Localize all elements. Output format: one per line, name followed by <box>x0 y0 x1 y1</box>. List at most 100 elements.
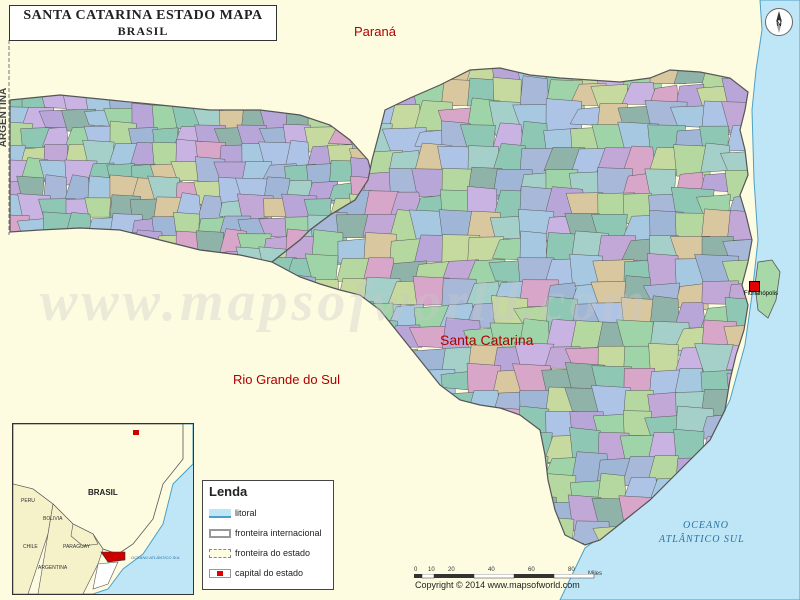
municipality-region <box>84 236 116 254</box>
municipality-region <box>360 479 402 504</box>
legend-label-state-border: fronteira do estado <box>235 548 311 558</box>
municipality-region <box>518 523 559 545</box>
label-ocean-line2: ATLÂNTICO SUL <box>659 534 745 545</box>
municipality-region <box>330 68 369 90</box>
inset-label-paraguay: PARAGUAY <box>63 544 91 550</box>
map-subtitle: BRASIL <box>117 24 169 38</box>
municipality-region <box>218 95 246 111</box>
label-ocean-line1: OCEANO <box>683 520 729 531</box>
municipality-region <box>310 68 342 91</box>
municipality-region <box>387 517 423 545</box>
municipality-region <box>334 473 371 506</box>
municipality-region <box>284 95 315 111</box>
watermark: www.mapsofworld.com <box>40 271 650 333</box>
municipality-region <box>440 436 474 457</box>
inset-label-bolivia: BOLIVIA <box>43 516 63 522</box>
label-parana: Paraná <box>354 24 396 39</box>
municipality-region <box>517 544 547 545</box>
municipality-region <box>726 210 752 241</box>
municipality-region <box>279 434 314 459</box>
municipality-region <box>409 452 452 485</box>
municipality-region <box>492 434 526 460</box>
municipality-region <box>362 413 394 444</box>
municipality-region <box>62 234 90 253</box>
municipality-region <box>330 77 372 108</box>
capital-swatch <box>209 568 231 578</box>
municipality-region <box>465 480 498 507</box>
municipality-region <box>359 455 392 489</box>
municipality-region <box>467 450 502 488</box>
municipality-region <box>387 413 426 436</box>
municipality-region <box>514 455 549 488</box>
municipality-region <box>461 518 506 545</box>
municipality-region <box>306 95 335 117</box>
municipality-region <box>363 497 394 526</box>
municipality-region <box>327 95 365 115</box>
municipality-region <box>384 348 418 378</box>
municipality-region <box>357 68 392 90</box>
municipality-region <box>283 345 316 370</box>
municipality-region <box>331 519 373 545</box>
municipality-region <box>439 413 479 436</box>
municipality-region <box>175 230 200 262</box>
municipality-region <box>310 84 350 108</box>
municipality-region <box>493 455 524 484</box>
municipality-region <box>487 480 522 503</box>
inset-label-chile: CHILE <box>23 544 38 550</box>
inset-label-peru: PERU <box>21 498 35 504</box>
municipality-region <box>383 68 428 87</box>
inset-label-brasil: BRASIL <box>88 488 118 497</box>
scale-tick-label: 60 <box>528 567 535 573</box>
municipality-region <box>383 370 426 396</box>
municipality-region <box>108 231 145 258</box>
municipality-region <box>358 347 394 379</box>
municipality-region <box>310 432 351 464</box>
inset-label-argentina: ARGENTINA <box>38 565 68 571</box>
label-rio-grande-do-sul: Rio Grande do Sul <box>233 372 340 387</box>
municipality-region <box>329 109 360 131</box>
municipality-region <box>330 435 372 460</box>
municipality-region <box>388 434 425 465</box>
municipality-region <box>434 457 482 490</box>
map-title-box: SANTA CATARINA ESTADO MAPA BRASIL <box>9 5 277 41</box>
scale-tick-label: 40 <box>488 567 495 573</box>
svg-text:N: N <box>776 21 781 28</box>
municipality-region <box>336 369 368 398</box>
municipality-region <box>337 411 368 444</box>
inset-map: BRASIL PERU BOLIVIA CHILE PARAGUAY ARGEN… <box>12 423 194 595</box>
municipality-region <box>436 473 474 505</box>
municipality-region <box>466 414 509 440</box>
municipality-region <box>285 455 318 483</box>
municipality-region <box>488 498 532 534</box>
scale-tick-label: 20 <box>448 567 455 573</box>
municipality-region <box>272 436 295 467</box>
municipality-region <box>10 234 29 257</box>
municipality-region <box>306 388 349 419</box>
international-border-swatch <box>209 528 231 538</box>
municipality-region <box>516 478 553 510</box>
label-capital: Florianópolis <box>744 291 779 297</box>
municipality-region <box>540 516 575 545</box>
municipality-region <box>283 68 316 89</box>
legend-item-international-border: fronteira internacional <box>209 528 322 538</box>
municipality-region <box>261 95 294 114</box>
municipality-region <box>361 392 394 420</box>
label-santa-catarina: Santa Catarina <box>440 332 534 348</box>
municipality-region <box>440 522 474 545</box>
municipality-region <box>351 95 372 114</box>
municipality-region <box>350 106 372 133</box>
municipality-region <box>15 235 50 255</box>
municipality-region <box>195 230 224 259</box>
municipality-region <box>382 456 423 482</box>
legend-item-state-border: fronteira do estado <box>209 548 310 558</box>
municipality-region <box>674 367 705 395</box>
legend-item-capital: capital do estado <box>209 568 303 578</box>
municipality-region <box>408 518 453 545</box>
legend: Lenda litoral fronteira internacional fr… <box>202 480 334 590</box>
municipality-region <box>489 518 527 545</box>
coastline-swatch <box>209 508 231 518</box>
scale-tick-label: 80 <box>568 567 575 573</box>
municipality-region <box>336 345 368 378</box>
municipality-region <box>272 390 297 415</box>
municipality-region <box>362 82 397 106</box>
